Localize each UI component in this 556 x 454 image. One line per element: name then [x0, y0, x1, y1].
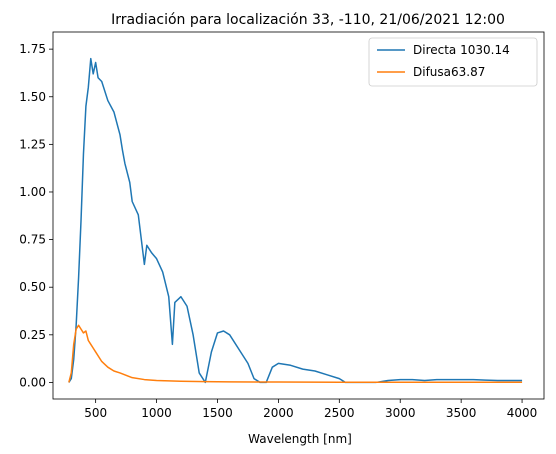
legend-box [368, 37, 538, 87]
x-axis-label: Wavelength [nm] [248, 432, 352, 446]
y-tick-label: 1.50 [19, 90, 46, 104]
plot-area [68, 57, 523, 384]
x-axis: 500 1000 1500 2000 2500 3000 3500 4000 [84, 399, 537, 420]
plot-frame [52, 31, 545, 400]
y-tick-label: 1.00 [19, 185, 46, 199]
x-tick-label: 2500 [324, 406, 355, 420]
y-tick-label: 0.75 [19, 233, 46, 247]
legend-label: Directa 1030.14 [413, 43, 510, 57]
x-tick-label: 3500 [446, 406, 477, 420]
y-tick-label: 1.25 [19, 137, 46, 151]
y-tick-label: 1.75 [19, 42, 46, 56]
x-tick-label: 3000 [385, 406, 416, 420]
series-line-difusa [68, 324, 523, 383]
x-tick-label: 1000 [141, 406, 172, 420]
x-tick-label: 4000 [507, 406, 538, 420]
x-tick-label: 2000 [263, 406, 294, 420]
y-tick-label: 0.50 [19, 280, 46, 294]
y-tick-label: 0.25 [19, 328, 46, 342]
legend: Directa 1030.14 Difusa63.87 [368, 37, 538, 87]
legend-label: Difusa63.87 [413, 65, 485, 79]
x-tick-label: 1500 [202, 406, 233, 420]
chart-title: Irradiación para localización 33, -110, … [111, 12, 505, 28]
y-axis: 0.00 0.25 0.50 0.75 1.00 1.25 1.50 1.75 [19, 42, 53, 389]
x-tick-label: 500 [84, 406, 107, 420]
series-line-directa [68, 57, 523, 384]
y-tick-label: 0.00 [19, 375, 46, 389]
